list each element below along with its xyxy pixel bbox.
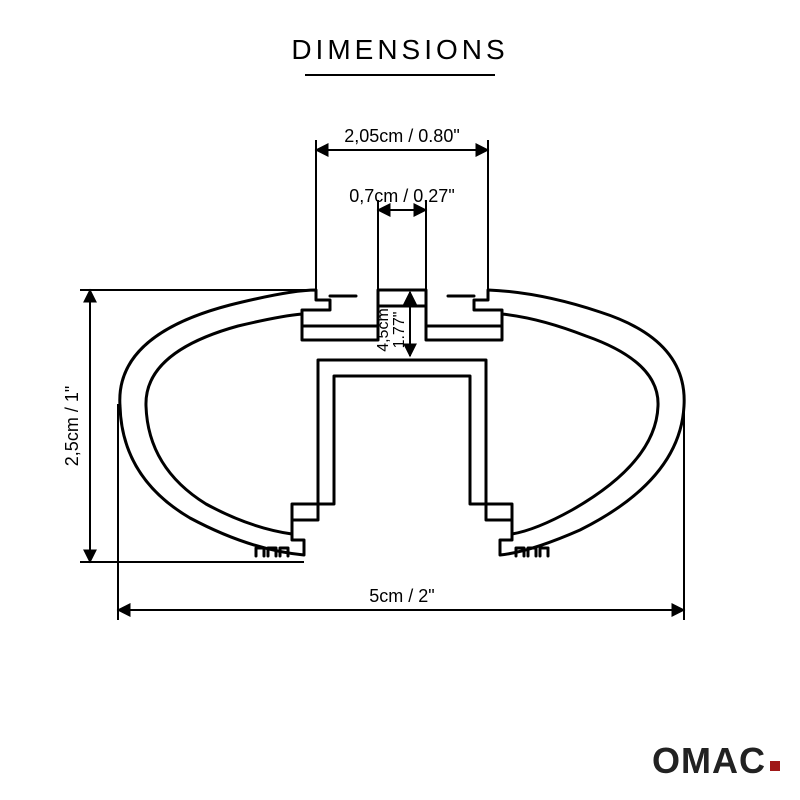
dimension-lines bbox=[80, 140, 684, 620]
dim-height: 2,5cm / 1" bbox=[62, 386, 82, 466]
dim-depth-in: 1.77" bbox=[391, 312, 408, 349]
dim-top-inner: 0,7cm / 0.27" bbox=[349, 186, 454, 206]
logo-dot-icon bbox=[770, 761, 780, 771]
brand-logo: OMAC bbox=[652, 740, 780, 782]
dimension-diagram: 2,05cm / 0.80" 0,7cm / 0.27" 4,5cm 1.77"… bbox=[0, 0, 800, 800]
dim-top-outer: 2,05cm / 0.80" bbox=[344, 126, 459, 146]
dim-width: 5cm / 2" bbox=[369, 586, 434, 606]
dim-depth-cm: 4,5cm bbox=[375, 308, 392, 352]
